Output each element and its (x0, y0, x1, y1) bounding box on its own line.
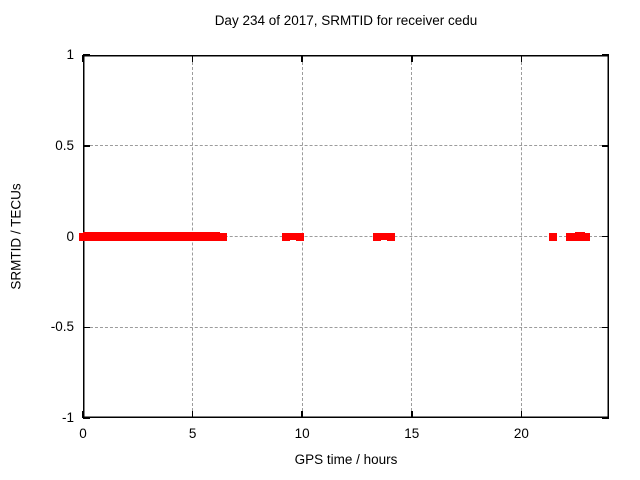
tick-y-1-right (602, 54, 609, 56)
tick-y-0.5-right (602, 145, 609, 147)
tick-y-0.5-left (83, 145, 90, 147)
data-segment (287, 232, 299, 241)
tick-x-20-bottom (520, 411, 523, 418)
tick-x-10-top (301, 55, 303, 62)
y-tick-label-0.5: 0.5 (55, 137, 74, 153)
tick-y--1-left (83, 417, 90, 419)
tick-x-20-top (520, 55, 523, 62)
data-segment (83, 231, 221, 242)
y-tick-label--1: -1 (61, 410, 74, 425)
tick-y-0-right (602, 235, 609, 238)
x-tick-label-20: 20 (513, 426, 529, 441)
gridline-y--0.5 (85, 326, 607, 328)
x-axis-label: GPS time / hours (294, 452, 398, 467)
data-point (295, 232, 304, 241)
gridline-y-0.5 (85, 145, 607, 147)
data-point (565, 232, 574, 241)
tick-x-15-bottom (411, 411, 413, 418)
data-point (282, 232, 291, 241)
data-segment (380, 232, 390, 241)
tick-x-15-top (411, 55, 413, 62)
plot-area: 0 5 10 15 20 1 0.5 0 -0.5 -1 (51, 48, 609, 441)
data-segment (575, 231, 585, 242)
y-tick-label--0.5: -0.5 (50, 319, 74, 335)
y-tick-label-1: 1 (66, 47, 74, 62)
tick-x-0-bottom (82, 411, 84, 418)
tick-y--0.5-left (83, 326, 90, 328)
tick-x-5-top (191, 55, 194, 62)
tick-x-5-bottom (191, 411, 194, 418)
tick-x-10-bottom (301, 411, 303, 418)
data-point (549, 232, 558, 241)
x-tick-label-10: 10 (294, 426, 310, 441)
x-tick-label-15: 15 (404, 426, 420, 441)
data-point (581, 232, 590, 241)
x-tick-label-0: 0 (79, 426, 87, 441)
data-point (386, 232, 395, 241)
gridline-y-0 (85, 236, 607, 237)
data-point (373, 232, 382, 241)
tick-x-0-top (82, 55, 84, 62)
x-tick-label-5: 5 (188, 426, 197, 441)
tick-y-1-left (83, 54, 90, 56)
data-point (569, 232, 578, 241)
tick-y--1-right (602, 417, 609, 419)
data-point (79, 232, 87, 241)
chart-title: Day 234 of 2017, SRMTID for receiver ced… (214, 13, 478, 28)
data-point (219, 232, 228, 241)
y-tick-label-0: 0 (66, 228, 74, 244)
tick-y--0.5-right (602, 326, 609, 328)
